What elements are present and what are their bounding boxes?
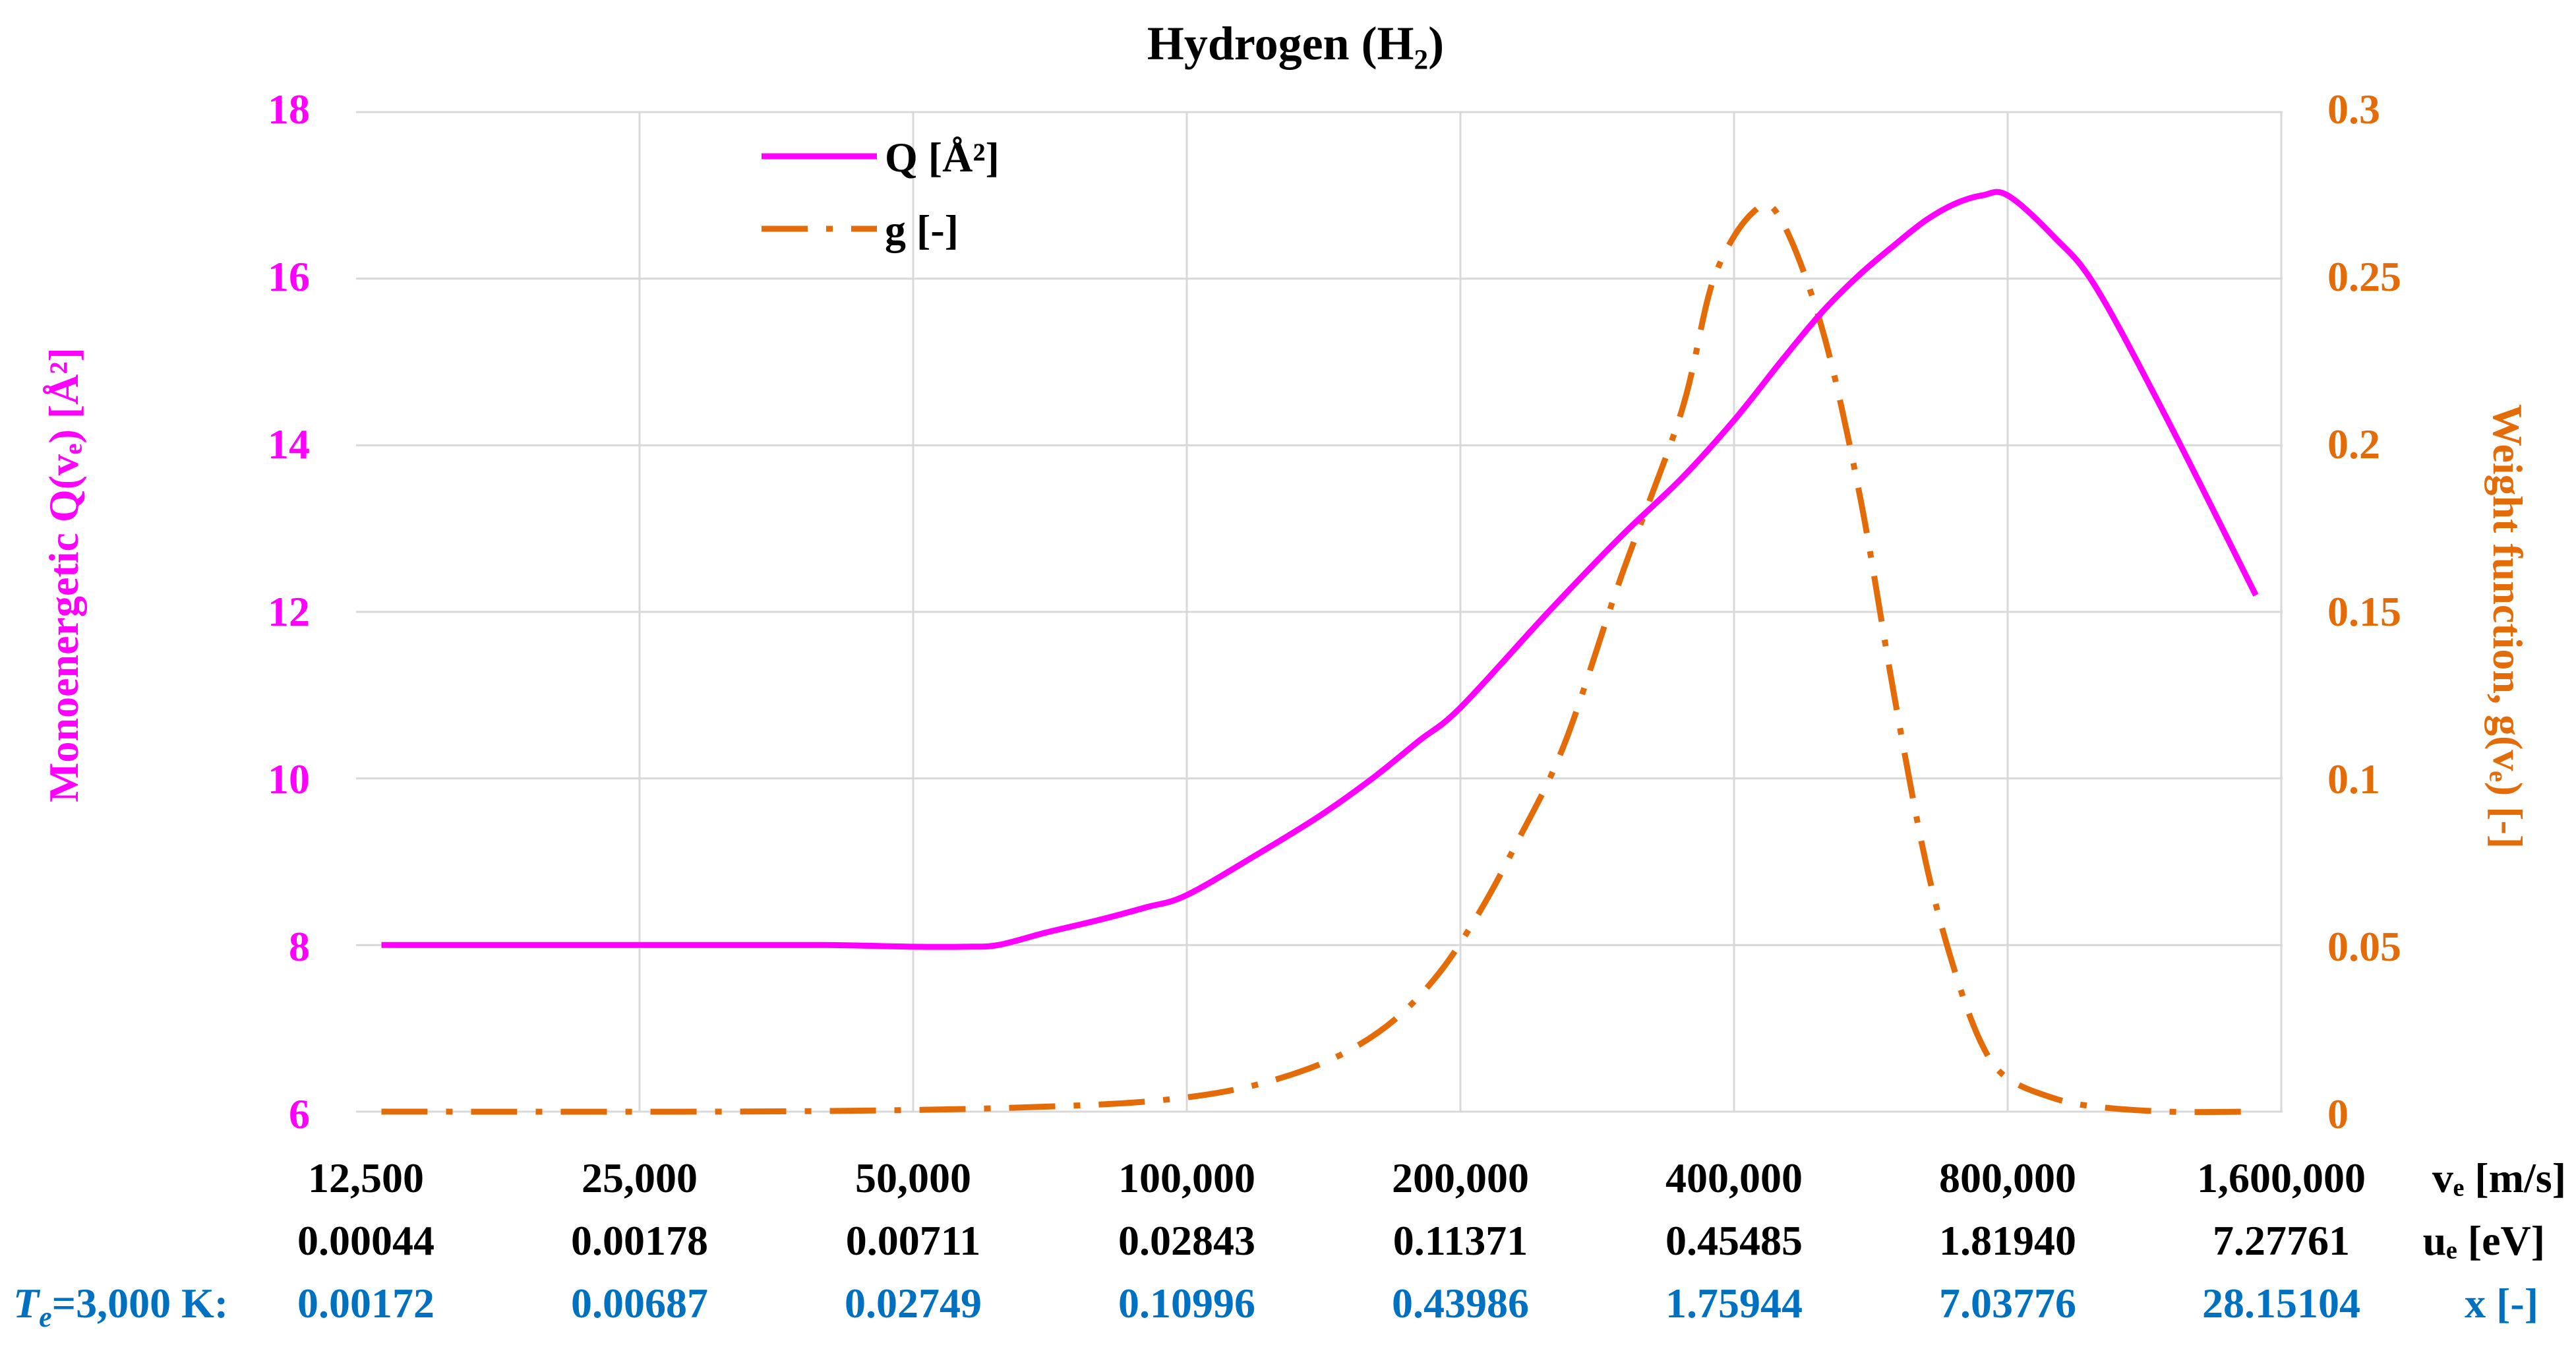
reduced-tick-label: 0.00687 [571, 1280, 708, 1327]
chart-title: Hydrogen (H₂) [1147, 17, 1444, 70]
x-tick-row-velocity: 12,500 25,000 50,000 100,000 200,000 400… [308, 1154, 2566, 1201]
y-right-tick-label: 0.05 [2327, 923, 2401, 970]
energy-tick-label: 0.02843 [1118, 1217, 1255, 1264]
temperature-symbol: T [13, 1280, 41, 1327]
series-line-q [381, 189, 2259, 950]
reduced-tick-label: 0.43986 [1392, 1280, 1529, 1327]
energy-tick-label: 0.00178 [571, 1217, 708, 1264]
y-left-tick-label: 16 [268, 253, 310, 300]
y-right-tick-label: 0.1 [2327, 756, 2380, 802]
reduced-row-title: x [-] [2465, 1280, 2538, 1327]
x-tick-label: 400,000 [1665, 1154, 1803, 1201]
y-left-tick-label: 18 [268, 86, 310, 133]
series-line-g [381, 201, 2256, 1116]
x-tick-label: 50,000 [855, 1154, 971, 1201]
gridlines [356, 111, 2283, 1113]
legend-label-q: Q [Å²] [885, 134, 1000, 181]
energy-tick-label: 0.11371 [1393, 1217, 1528, 1264]
y-left-axis-title: Monoenergetic Q(vₑ) [Å²] [40, 347, 87, 802]
energy-tick-label: 0.00711 [846, 1217, 980, 1264]
x-tick-label: 25,000 [582, 1154, 698, 1201]
x-tick-label: 100,000 [1118, 1154, 1255, 1201]
y-left-tick-label: 14 [268, 421, 310, 467]
reduced-tick-label: 1.75944 [1665, 1280, 1803, 1327]
reduced-tick-label: 0.10996 [1118, 1280, 1255, 1327]
reduced-tick-label: 28.15104 [2202, 1280, 2360, 1327]
energy-row-title: uₑ [eV] [2423, 1217, 2545, 1264]
temperature-prefix: Te=3,000 K: [13, 1280, 228, 1333]
y-left-tick-label: 8 [289, 923, 310, 970]
y-left-ticks: 6 8 10 12 14 16 18 [268, 86, 310, 1137]
y-right-ticks: 0 0.05 0.1 0.15 0.2 0.25 0.3 [2327, 86, 2401, 1137]
temperature-subscript: e [39, 1301, 52, 1333]
y-right-tick-label: 0.2 [2327, 421, 2380, 467]
x-tick-row-energy: 0.00044 0.00178 0.00711 0.02843 0.11371 … [297, 1217, 2545, 1264]
legend-label-g: g [-] [885, 206, 959, 253]
energy-tick-label: 1.81940 [1939, 1217, 2076, 1264]
reduced-tick-label: 0.02749 [845, 1280, 982, 1327]
y-left-tick-label: 6 [289, 1091, 310, 1137]
energy-tick-label: 0.45485 [1665, 1217, 1803, 1264]
y-left-tick-label: 12 [268, 588, 310, 635]
y-left-tick-label: 10 [268, 756, 310, 802]
x-axis-title: vₑ [m/s] [2432, 1154, 2566, 1201]
y-right-tick-label: 0.25 [2327, 253, 2401, 300]
y-right-tick-label: 0.3 [2327, 86, 2380, 133]
x-tick-label: 12,500 [308, 1154, 424, 1201]
energy-tick-label: 7.27761 [2213, 1217, 2350, 1264]
y-right-axis-title: Weight function, g(vₑ) [-] [2484, 404, 2531, 849]
legend: Q [Å²] g [-] [762, 134, 1000, 253]
energy-tick-label: 0.00044 [297, 1217, 434, 1264]
y-right-tick-label: 0.15 [2327, 588, 2401, 635]
x-tick-label: 800,000 [1939, 1154, 2076, 1201]
reduced-tick-label: 0.00172 [297, 1280, 434, 1327]
x-tick-row-reduced: Te=3,000 K: 0.00172 0.00687 0.02749 0.10… [13, 1280, 2538, 1333]
temperature-value: =3,000 K: [52, 1280, 229, 1327]
reduced-tick-label: 7.03776 [1939, 1280, 2076, 1327]
y-right-tick-label: 0 [2327, 1091, 2349, 1137]
x-tick-label: 1,600,000 [2197, 1154, 2366, 1201]
x-tick-label: 200,000 [1392, 1154, 1529, 1201]
